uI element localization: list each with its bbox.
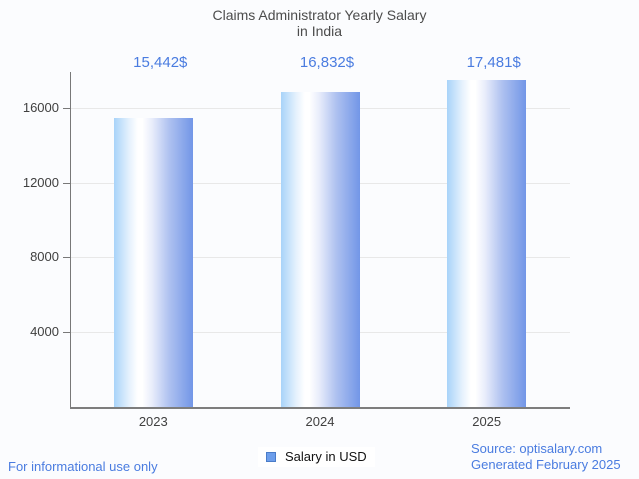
y-axis-tick-label: 12000 [22,175,59,190]
chart-title-line1: Claims Administrator Yearly Salary [212,7,427,23]
salary-bar[interactable] [280,92,360,407]
y-axis-tick [63,332,70,333]
source-block: Source: optisalary.com Generated Februar… [471,441,621,473]
legend-series-label: Salary in USD [285,449,367,464]
x-axis-category-label: 2023 [138,414,168,429]
x-axis-category-label: 2024 [305,414,335,429]
y-axis-tick [63,257,70,258]
generated-date: Generated February 2025 [471,457,621,472]
bar-value-label: 17,481$ [466,54,521,71]
chart-title: Claims Administrator Yearly Salary in In… [0,7,639,39]
bar-value-label: 15,442$ [133,54,188,71]
disclaimer-text: For informational use only [8,459,158,474]
chart-legend: Salary in USD [258,447,375,467]
y-axis-tick-label: 4000 [30,324,59,339]
chart-title-line2: in India [296,23,343,39]
salary-bar[interactable] [113,118,193,407]
y-axis-tick [63,108,70,109]
y-axis-tick-label: 8000 [30,249,59,264]
y-axis-tick [63,183,70,184]
y-axis-line [70,72,71,407]
x-axis-category-label: 2025 [472,414,502,429]
salary-bar[interactable] [447,80,527,407]
bar-value-label: 16,832$ [299,54,355,71]
x-axis-line [70,407,570,409]
source-link[interactable]: Source: optisalary.com [471,441,603,456]
legend-swatch-icon [266,452,276,462]
y-axis-tick-label: 16000 [22,100,59,115]
